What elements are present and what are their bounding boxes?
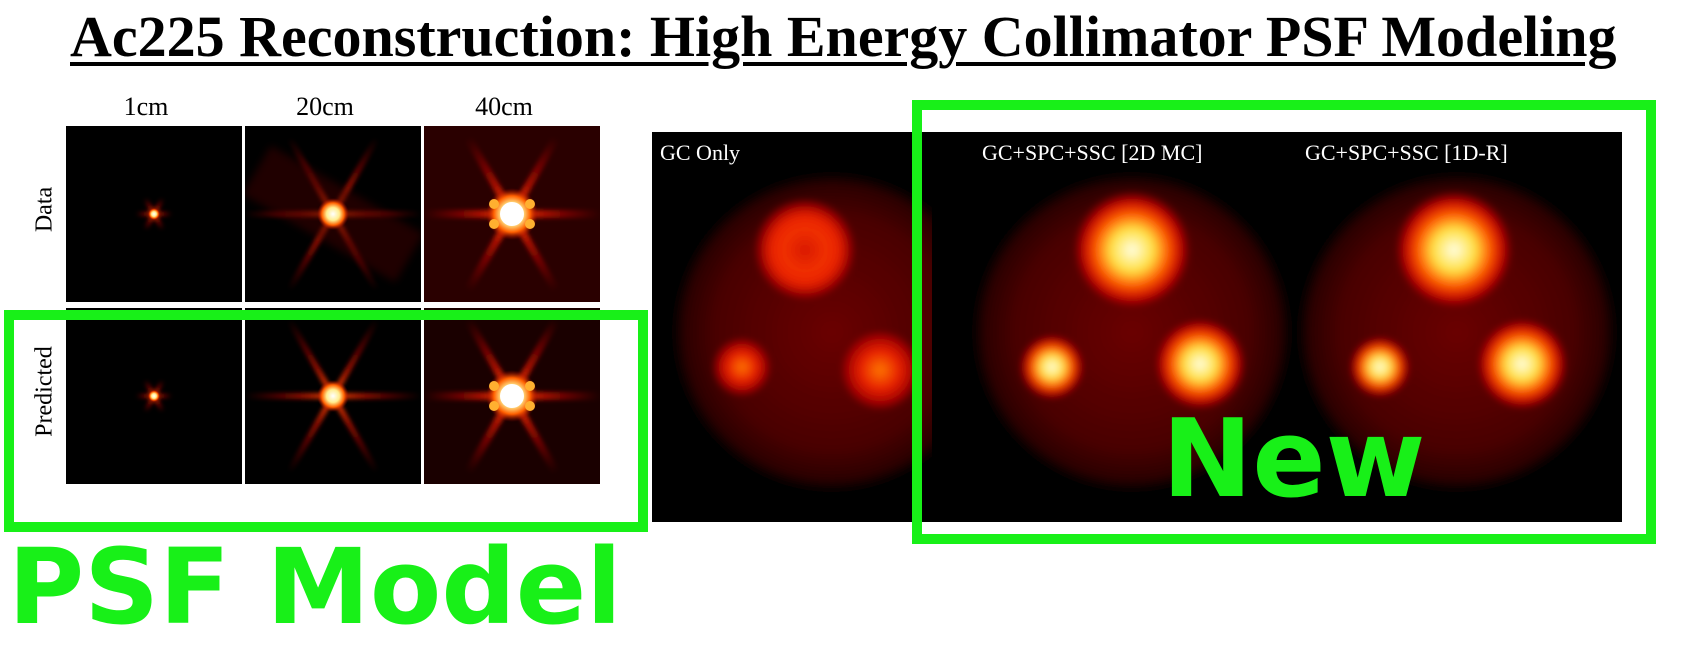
- new-highlight-box: [912, 100, 1656, 544]
- psf-data-20cm: [245, 126, 421, 302]
- column-label-40cm: 40cm: [475, 92, 533, 121]
- psf-model-highlight-box: [4, 310, 648, 532]
- recon-gc-only: [652, 132, 932, 522]
- page-title: Ac225 Reconstruction: High Energy Collim…: [70, 4, 1617, 69]
- label-gc-only: GC Only: [660, 140, 741, 165]
- psf-data-1cm: [66, 126, 242, 302]
- psf-predicted-20cm: [245, 308, 421, 484]
- new-annotation: New: [1162, 397, 1426, 522]
- psf-data-40cm: [424, 126, 600, 302]
- label-1d-r: GC+SPC+SSC [1D-R]: [1305, 140, 1508, 165]
- column-label-1cm: 1cm: [123, 92, 169, 121]
- psf-model-annotation: PSF Model: [8, 526, 622, 648]
- psf-predicted-1cm: [66, 308, 242, 484]
- label-2d-mc: GC+SPC+SSC [2D MC]: [982, 140, 1203, 165]
- row-label-data: Data: [31, 186, 58, 233]
- column-label-20cm: 20cm: [296, 92, 354, 121]
- psf-predicted-40cm: [424, 308, 600, 484]
- recon-new-panels: [932, 132, 1622, 522]
